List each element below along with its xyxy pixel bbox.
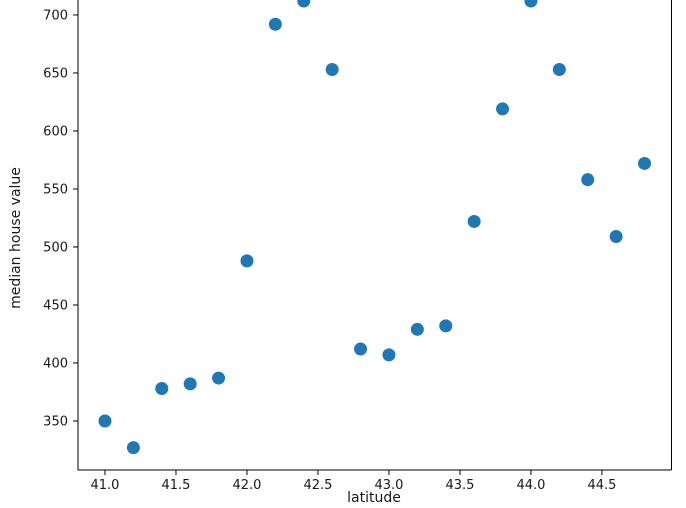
scatter-point bbox=[609, 230, 623, 244]
x-tick-label: 43.0 bbox=[374, 478, 403, 493]
scatter-point bbox=[382, 348, 396, 362]
scatter-point bbox=[410, 322, 424, 336]
scatter-point bbox=[98, 414, 112, 428]
y-tick-label: 600 bbox=[43, 124, 68, 139]
y-tick-label: 350 bbox=[43, 414, 68, 429]
scatter-point bbox=[354, 342, 368, 356]
x-tick-label: 42.0 bbox=[232, 478, 261, 493]
y-axis-label: median house value bbox=[8, 167, 24, 309]
x-axis-label: latitude bbox=[347, 490, 401, 506]
scatter-point bbox=[524, 0, 538, 8]
x-tick-label: 41.0 bbox=[91, 478, 120, 493]
y-tick-label: 700 bbox=[43, 8, 68, 23]
y-tick-label: 650 bbox=[43, 66, 68, 81]
scatter-point bbox=[268, 17, 282, 31]
scatter-point bbox=[581, 173, 595, 187]
scatter-point bbox=[638, 156, 652, 170]
scatter-point bbox=[297, 0, 311, 8]
y-tick-label: 400 bbox=[43, 356, 68, 371]
scatter-point bbox=[496, 102, 510, 116]
scatter-point bbox=[155, 382, 169, 396]
plot-area: 41.0 41.5 42.0 42.5 43.0 43.5 44.0 44.5 350 400 45… bbox=[43, 0, 672, 493]
x-tick-label: 44.5 bbox=[587, 478, 616, 493]
scatter-point bbox=[240, 254, 254, 268]
scatter-point bbox=[126, 441, 140, 455]
x-tick-label: 41.5 bbox=[161, 478, 190, 493]
scatter-point bbox=[183, 377, 197, 391]
x-tick-label: 43.5 bbox=[445, 478, 474, 493]
y-tick-label: 450 bbox=[43, 298, 68, 313]
scatter-point bbox=[325, 62, 339, 76]
x-tick-label: 42.5 bbox=[303, 478, 332, 493]
scatter-point bbox=[467, 214, 481, 228]
y-tick-label: 500 bbox=[43, 240, 68, 255]
scatter-point bbox=[439, 319, 453, 333]
x-tick-label: 44.0 bbox=[516, 478, 545, 493]
scatter-point bbox=[552, 62, 566, 76]
y-tick-label: 550 bbox=[43, 182, 68, 197]
scatter-point bbox=[212, 371, 226, 385]
